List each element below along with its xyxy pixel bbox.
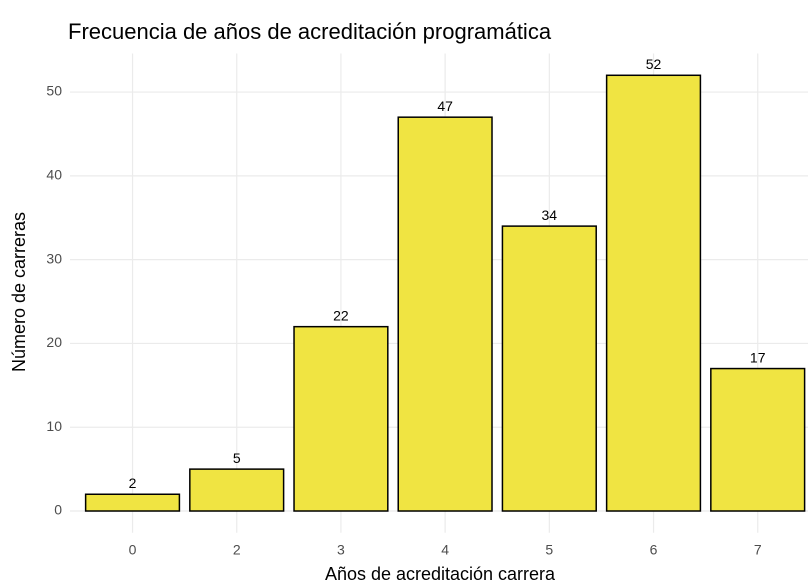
- bar: [84, 493, 181, 512]
- y-tick-label: 0: [54, 502, 62, 518]
- x-axis-title: Años de acreditación carrera: [325, 564, 556, 584]
- bar: [397, 116, 493, 512]
- data-label: 52: [646, 56, 662, 72]
- bar: [189, 468, 285, 512]
- x-tick-label: 2: [233, 542, 241, 558]
- y-tick-label: 30: [46, 250, 62, 266]
- x-tick-label: 0: [129, 542, 137, 558]
- bar: [710, 367, 806, 512]
- data-label: 17: [750, 349, 766, 365]
- x-tick-label: 7: [754, 542, 762, 558]
- y-tick-label: 10: [46, 418, 62, 434]
- bar: [501, 225, 597, 512]
- y-axis-title: Número de carreras: [9, 212, 29, 372]
- x-tick-label: 4: [441, 542, 449, 558]
- x-tick-label: 6: [650, 542, 658, 558]
- bar: [605, 74, 702, 512]
- data-label: 22: [333, 307, 349, 323]
- y-tick-label: 40: [46, 167, 62, 183]
- data-label: 5: [233, 450, 241, 466]
- x-tick-label: 3: [337, 542, 345, 558]
- x-tick-label: 5: [545, 542, 553, 558]
- data-label: 2: [129, 475, 137, 491]
- chart-title: Frecuencia de años de acreditación progr…: [68, 19, 552, 44]
- bar: [293, 325, 389, 512]
- y-tick-label: 20: [46, 334, 62, 350]
- data-label: 47: [437, 98, 453, 114]
- y-tick-label: 50: [46, 83, 62, 99]
- data-label: 34: [542, 207, 558, 223]
